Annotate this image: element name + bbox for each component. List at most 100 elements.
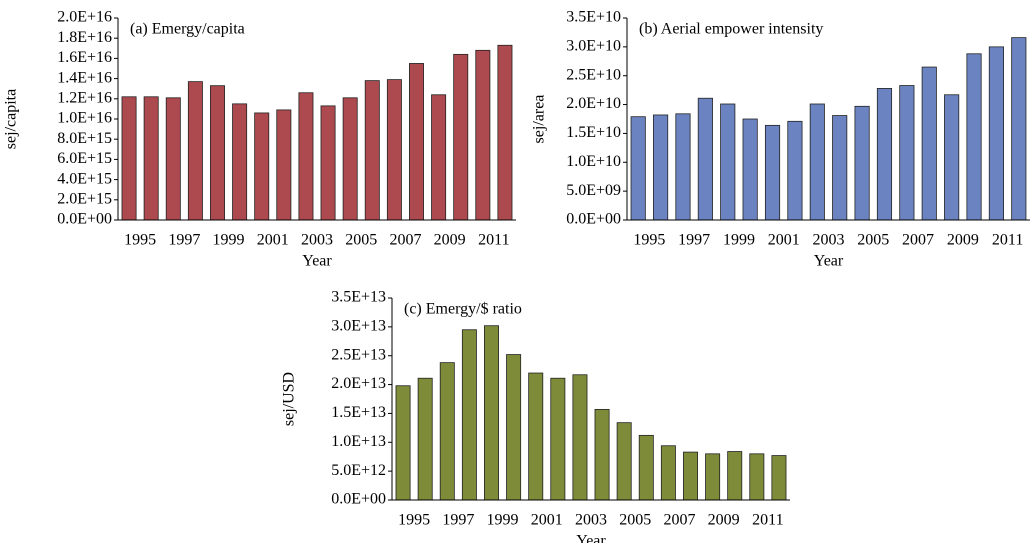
y-axis-label: sej/capita [3,89,20,149]
y-tick-label: 2.5E+10 [566,66,621,83]
bar [764,124,781,221]
bar [506,354,522,501]
x-tick-label: 2011 [478,232,509,249]
y-tick-label: 0.0E+00 [57,211,112,228]
x-tick-label: 1997 [442,512,474,529]
x-tick-label: 1999 [723,232,755,249]
x-tick-label: 2007 [389,232,421,249]
bar [899,85,915,221]
x-tick-label: 2011 [992,232,1023,249]
x-tick-label: 2009 [434,232,466,249]
bar [254,112,270,221]
bar [431,94,447,221]
bar [461,329,477,501]
bar [187,81,203,221]
y-tick-label: 2.0E+15 [57,190,112,207]
x-tick-label: 2007 [663,512,695,529]
bar [832,115,848,221]
bar [439,362,455,501]
x-tick-label: 1995 [398,512,430,529]
y-tick-label: 1.5E+13 [331,404,386,421]
bar [484,325,499,501]
bar [787,120,803,221]
x-tick-label: 1995 [124,232,156,249]
y-tick-label: 3.5E+10 [566,9,621,26]
chart-title: (b) Aerial empower intensity [639,21,823,38]
bar [165,97,181,221]
y-tick-label: 1.0E+13 [331,433,386,450]
bar [742,118,758,221]
y-tick-label: 1.5E+10 [566,124,621,141]
bar [638,434,654,501]
x-tick-label: 2009 [708,512,740,529]
x-tick-label: 2001 [257,232,289,249]
bar [232,103,248,221]
bar [386,79,402,221]
y-tick-label: 3.0E+13 [331,318,386,335]
x-tick-label: 2009 [947,232,979,249]
y-tick-label: 4.0E+15 [57,170,112,187]
bar [395,385,411,501]
bar [683,451,698,501]
chart-title: (a) Emergy/capita [130,21,245,38]
y-tick-label: 5.0E+09 [566,182,621,199]
bar [409,63,424,221]
bar [921,66,937,221]
bar [143,96,159,221]
bar [966,53,982,221]
y-tick-label: 2.0E+10 [566,95,621,112]
x-tick-label: 2001 [531,512,563,529]
x-tick-label: 1999 [487,512,519,529]
bar [497,44,513,221]
y-tick-label: 1.0E+10 [566,153,621,170]
bar [630,116,646,221]
y-tick-label: 3.0E+10 [566,38,621,55]
bar [475,49,491,221]
bar [528,372,544,501]
y-tick-label: 1.2E+16 [57,89,112,106]
bar [854,105,870,221]
x-tick-label: 2003 [813,232,845,249]
y-tick-label: 1.8E+16 [57,29,112,46]
y-tick-label: 3.5E+13 [331,289,386,306]
x-axis-label: Year [576,533,606,543]
x-tick-label: 2003 [301,232,333,249]
y-tick-label: 2.5E+13 [331,346,386,363]
y-tick-label: 1.0E+16 [57,110,112,127]
y-tick-label: 0.0E+00 [331,491,386,508]
bar [771,455,787,501]
bar [697,97,713,221]
bar [705,453,721,501]
bar [675,113,691,221]
bar [276,109,292,221]
x-tick-label: 2011 [752,512,783,529]
bar [616,422,632,501]
y-tick-label: 2.0E+16 [57,9,112,26]
bar [572,374,588,501]
bar [1011,37,1027,221]
bar [342,97,358,221]
x-tick-label: 2005 [857,232,889,249]
x-axis-label: Year [302,253,332,270]
y-axis-label: sej/USD [281,372,298,426]
x-tick-label: 2005 [345,232,377,249]
bar [320,105,336,221]
y-tick-label: 8.0E+15 [57,130,112,147]
x-tick-label: 2007 [902,232,934,249]
x-tick-label: 2003 [575,512,607,529]
x-tick-label: 2001 [768,232,800,249]
bar [876,88,893,221]
y-tick-label: 5.0E+12 [331,462,386,479]
y-tick-label: 0.0E+00 [566,211,621,228]
bar [364,80,380,221]
x-tick-label: 1999 [213,232,245,249]
chart-title: (c) Emergy/$ ratio [404,301,522,318]
x-tick-label: 1997 [168,232,200,249]
y-tick-label: 1.6E+16 [57,49,112,66]
x-tick-label: 1995 [633,232,665,249]
bar [653,114,669,221]
bar [944,94,960,221]
bar [298,92,314,221]
bar [417,377,433,501]
